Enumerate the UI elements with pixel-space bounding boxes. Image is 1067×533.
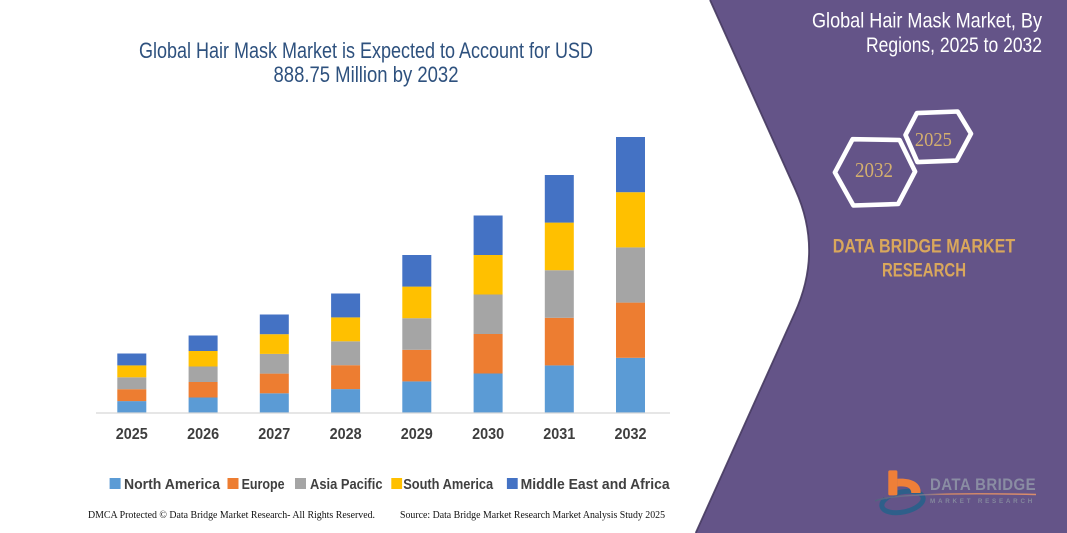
svg-text:2026: 2026 [187, 426, 219, 443]
svg-text:2032: 2032 [855, 158, 893, 182]
svg-text:2032: 2032 [615, 426, 647, 443]
svg-text:2025: 2025 [915, 129, 952, 151]
svg-text:2027: 2027 [258, 426, 290, 443]
svg-text:2028: 2028 [330, 426, 362, 443]
svg-text:MARKET RESEARCH: MARKET RESEARCH [930, 498, 1035, 505]
svg-text:2025: 2025 [116, 426, 148, 443]
svg-text:North America: North America [124, 476, 221, 493]
svg-text:DATA BRIDGE MARKET: DATA BRIDGE MARKET [833, 237, 1016, 258]
svg-text:Asia Pacific: Asia Pacific [310, 476, 383, 493]
svg-text:Source: Data Bridge Market Res: Source: Data Bridge Market Research Mark… [400, 509, 665, 521]
svg-text:DMCA Protected © Data Bridge M: DMCA Protected © Data Bridge Market Rese… [88, 509, 375, 521]
svg-text:Global Hair Mask Market is Exp: Global Hair Mask Market is Expected to A… [139, 38, 593, 63]
svg-text:RESEARCH: RESEARCH [882, 260, 966, 281]
svg-text:Global Hair Mask Market, By: Global Hair Mask Market, By [812, 10, 1042, 33]
svg-text:2031: 2031 [543, 426, 575, 443]
svg-text:DATA BRIDGE: DATA BRIDGE [930, 475, 1036, 494]
svg-text:888.75 Million by 2032: 888.75 Million by 2032 [274, 62, 459, 87]
svg-text:Regions, 2025 to 2032: Regions, 2025 to 2032 [866, 34, 1042, 57]
svg-text:2030: 2030 [472, 426, 504, 443]
svg-text:2029: 2029 [401, 426, 433, 443]
svg-text:South America: South America [403, 476, 494, 493]
svg-text:Europe: Europe [242, 476, 285, 493]
svg-text:Middle East and Africa: Middle East and Africa [521, 476, 671, 493]
